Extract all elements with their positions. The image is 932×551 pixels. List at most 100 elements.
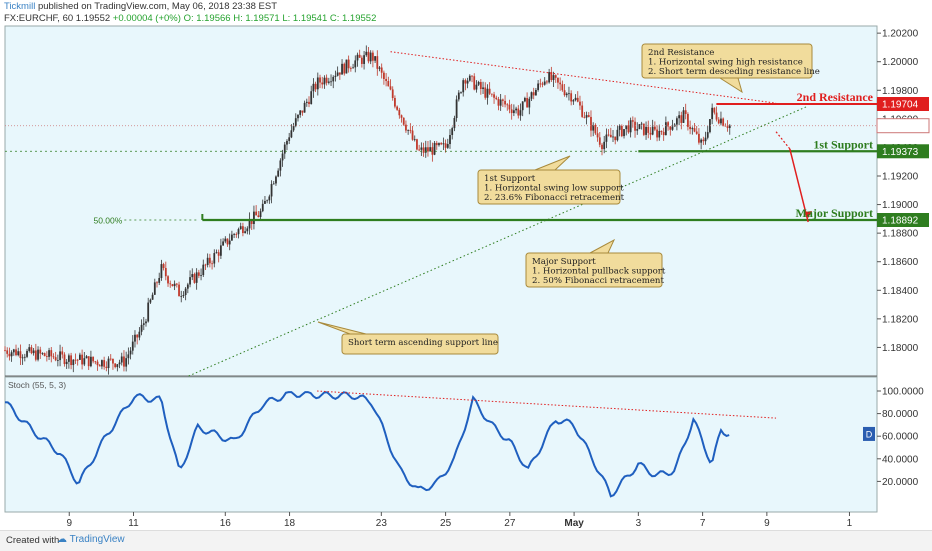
candle-body: [717, 119, 720, 124]
candle-body: [193, 274, 196, 283]
candle-body: [4, 350, 6, 352]
candle-body: [590, 116, 592, 131]
candle-body: [48, 350, 50, 357]
candle-body: [90, 356, 92, 367]
candle-body: [319, 77, 321, 83]
candle-body: [279, 160, 282, 171]
candle-body: [598, 137, 601, 145]
candle-body: [398, 109, 401, 116]
candle-body: [409, 129, 412, 131]
candle-body: [587, 115, 590, 117]
candle-body: [206, 257, 209, 265]
candle-body: [704, 137, 707, 142]
candle-body: [640, 123, 643, 125]
price-tick-label: 1.20000: [882, 57, 919, 68]
candle-body: [572, 100, 575, 102]
candle-body: [162, 264, 165, 269]
candle-body: [268, 196, 271, 201]
x-tick-label: 11: [128, 518, 139, 529]
trend-callout-line: Short term ascending support line: [348, 338, 498, 348]
candle-body: [422, 147, 425, 153]
candle-body: [195, 272, 198, 283]
major-callout-line: 1. Horizontal pullback support: [532, 267, 666, 277]
candle-body: [312, 83, 315, 92]
candle-body: [568, 93, 570, 95]
second-resistance-price-tag: [877, 97, 929, 111]
price-change: +0.00004 (+0%): [112, 13, 181, 24]
tradingview-logo[interactable]: ☁ TradingView: [57, 534, 125, 545]
candle-body: [61, 351, 64, 355]
candle-body: [713, 107, 716, 113]
stoch-tick-label: 100.0000: [882, 387, 924, 398]
ohlc-values: O: 1.19566 H: 1.19571 L: 1.19541 C: 1.19…: [183, 13, 377, 24]
candle-body: [54, 357, 57, 361]
candle-body: [255, 211, 258, 216]
x-tick-label: 7: [700, 518, 706, 529]
resistance-callout-line: 2nd Resistance: [648, 48, 714, 58]
candle-body: [429, 147, 432, 152]
price-tick-label: 1.18600: [882, 257, 919, 268]
candle-body: [200, 275, 202, 276]
price-chart[interactable]: 1.202001.200001.198001.196001.194001.192…: [0, 0, 932, 530]
candle-body: [136, 334, 139, 338]
candle-body: [116, 364, 119, 368]
candle-body: [17, 351, 20, 356]
candle-body: [706, 132, 709, 138]
candle-body: [253, 211, 255, 224]
candle-body: [50, 350, 53, 357]
candle-body: [374, 56, 376, 61]
candle-body: [114, 363, 117, 368]
candle-body: [609, 134, 612, 138]
candle-body: [383, 72, 385, 79]
stoch-tick-label: 80.0000: [882, 409, 919, 420]
candle-body: [325, 77, 328, 83]
candle-body: [140, 324, 143, 332]
indicator-label: Stoch (55, 5, 3): [8, 380, 66, 390]
candle-body: [468, 75, 471, 81]
brand-name: TradingView: [69, 534, 125, 545]
candle-body: [596, 133, 599, 138]
stoch-tick-label: 20.0000: [882, 477, 919, 488]
author-link[interactable]: Tickmill: [4, 1, 36, 12]
candle-body: [627, 125, 630, 133]
candle-body: [473, 76, 476, 90]
candle-body: [347, 59, 350, 69]
candle-body: [528, 98, 531, 108]
price-tick-label: 1.18400: [882, 286, 919, 297]
x-tick-label: 9: [764, 518, 770, 529]
candle-body: [233, 234, 236, 235]
candle-body: [182, 295, 185, 297]
resistance-callout-line: 2. Short term desceding resistance line: [648, 67, 820, 77]
candle-body: [10, 352, 13, 357]
candle-body: [506, 104, 509, 106]
candle-body: [642, 123, 645, 135]
candle-body: [695, 131, 698, 134]
candle-body: [700, 139, 703, 143]
x-tick-label: May: [564, 518, 584, 529]
candle-body: [387, 81, 390, 87]
candle-body: [158, 278, 161, 283]
candle-body: [662, 131, 665, 136]
candle-body: [175, 283, 178, 285]
candle-body: [15, 349, 17, 356]
candle-body: [171, 284, 174, 287]
candle-body: [501, 99, 504, 101]
candle-body: [614, 136, 617, 141]
candle-body: [585, 115, 588, 118]
projection-arrow-line: [789, 148, 809, 223]
candle-body: [105, 366, 108, 369]
candle-body: [222, 241, 224, 246]
candle-body: [394, 97, 396, 107]
candle-body: [464, 80, 467, 84]
major-callout-line: Major Support: [532, 257, 596, 267]
candle-body: [299, 110, 302, 115]
candle-body: [213, 253, 216, 264]
candle-body: [625, 125, 628, 130]
candle-body: [664, 122, 667, 136]
candle-body: [120, 356, 123, 363]
candle-body: [537, 83, 540, 90]
trend-callout: Short term ascending support line: [317, 321, 499, 355]
candle-body: [76, 359, 79, 361]
ascending-support-line: [188, 105, 809, 377]
